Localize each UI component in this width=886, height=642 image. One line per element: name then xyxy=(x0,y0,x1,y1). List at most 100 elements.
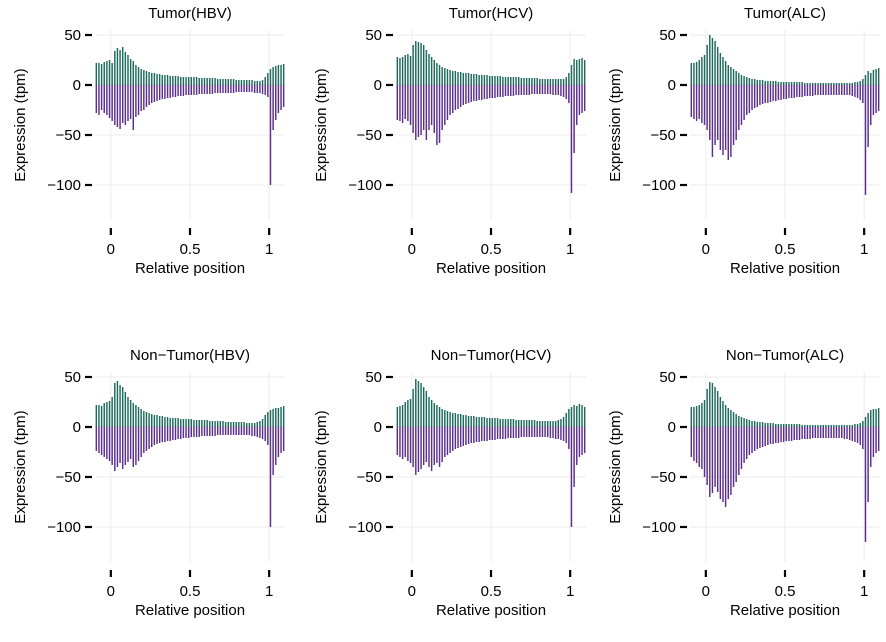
bar-negative xyxy=(127,85,129,121)
bar-positive xyxy=(483,417,486,427)
bar-positive xyxy=(817,83,819,85)
bar-negative xyxy=(465,427,467,445)
bar-positive xyxy=(769,423,772,427)
bar-negative xyxy=(124,85,127,125)
y-tick-label: 50 xyxy=(64,27,81,44)
bar-negative xyxy=(420,85,422,135)
bar-negative xyxy=(475,85,478,101)
bar-negative xyxy=(838,427,840,438)
bar-positive xyxy=(211,78,214,85)
bar-positive xyxy=(227,422,229,427)
bar-negative xyxy=(695,85,698,121)
bar-negative xyxy=(214,427,216,436)
bar-negative xyxy=(730,427,732,495)
bar-positive xyxy=(735,71,737,85)
bar-negative xyxy=(533,427,536,437)
bar-negative xyxy=(862,85,864,103)
bar-negative xyxy=(216,85,219,93)
bar-positive xyxy=(106,61,108,85)
bar-positive xyxy=(780,82,782,85)
bar-positive xyxy=(100,406,103,427)
bar-negative xyxy=(502,427,504,439)
bar-negative xyxy=(743,85,745,120)
bar-positive xyxy=(222,421,224,427)
bar-positive xyxy=(838,425,840,427)
bar-positive xyxy=(735,414,737,427)
bar-positive xyxy=(261,80,264,85)
bar-negative xyxy=(814,427,817,438)
panel-title: Tumor(HCV) xyxy=(449,5,533,22)
bar-negative xyxy=(174,427,177,440)
bar-negative xyxy=(491,85,494,98)
bar-positive xyxy=(235,422,237,427)
bar-negative xyxy=(693,427,695,461)
y-axis-title: Expression (tpm) xyxy=(313,68,330,181)
bar-positive xyxy=(449,70,451,85)
bar-positive xyxy=(201,420,203,427)
bar-negative xyxy=(491,427,494,440)
bar-positive xyxy=(576,406,578,427)
bar-negative xyxy=(690,85,693,117)
bar-negative xyxy=(454,427,457,449)
bar-negative xyxy=(473,85,475,101)
bar-negative xyxy=(748,427,751,455)
bar-positive xyxy=(560,79,562,85)
bar-negative xyxy=(148,85,150,105)
bar-positive xyxy=(151,73,153,85)
bar-positive xyxy=(169,76,171,85)
bar-positive xyxy=(449,412,451,427)
bar-negative xyxy=(449,427,451,453)
bar-negative xyxy=(422,85,425,130)
bar-negative xyxy=(156,85,158,101)
bar-negative xyxy=(817,427,819,438)
bar-positive xyxy=(748,78,751,85)
bar-positive xyxy=(106,402,108,427)
bar-negative xyxy=(510,85,512,96)
bar-negative xyxy=(494,85,496,98)
bar-positive xyxy=(103,62,105,85)
y-tick-label: −100 xyxy=(47,177,81,194)
bar-positive xyxy=(875,409,877,427)
bar-positive xyxy=(709,35,711,85)
bar-positive xyxy=(219,421,222,427)
bar-negative xyxy=(536,427,538,437)
bar-negative xyxy=(158,427,161,443)
bar-negative xyxy=(761,427,764,447)
bar-positive xyxy=(282,64,285,85)
bar-negative xyxy=(819,85,822,95)
bar-positive xyxy=(222,79,224,85)
y-tick-label: −50 xyxy=(357,469,382,486)
bar-negative xyxy=(581,85,583,113)
bar-negative xyxy=(203,427,206,436)
y-axis-title: Expression (tpm) xyxy=(607,68,624,181)
bar-positive xyxy=(187,77,190,85)
bar-positive xyxy=(777,424,780,427)
bar-positive xyxy=(714,387,716,427)
bar-negative xyxy=(846,85,848,95)
bar-positive xyxy=(169,418,171,427)
bar-positive xyxy=(465,73,467,85)
bar-positive xyxy=(533,78,536,85)
bar-negative xyxy=(788,427,790,441)
bar-negative xyxy=(583,85,586,111)
bar-negative xyxy=(282,85,285,107)
bar-positive xyxy=(753,79,756,85)
bar-negative xyxy=(833,85,835,95)
bar-positive xyxy=(494,418,496,427)
bar-negative xyxy=(520,85,523,95)
bar-negative xyxy=(775,85,777,101)
bar-negative xyxy=(764,85,766,103)
bar-positive xyxy=(277,65,280,85)
bar-positive xyxy=(486,75,488,85)
bar-positive xyxy=(693,407,695,427)
bar-positive xyxy=(190,77,193,85)
bar-positive xyxy=(219,79,222,85)
bar-negative xyxy=(243,85,245,92)
bar-positive xyxy=(756,422,759,427)
bar-positive xyxy=(446,411,449,427)
bar-positive xyxy=(232,422,235,427)
bar-negative xyxy=(562,427,565,441)
bar-negative xyxy=(722,85,724,155)
bar-negative xyxy=(467,427,470,444)
bar-negative xyxy=(552,427,554,438)
